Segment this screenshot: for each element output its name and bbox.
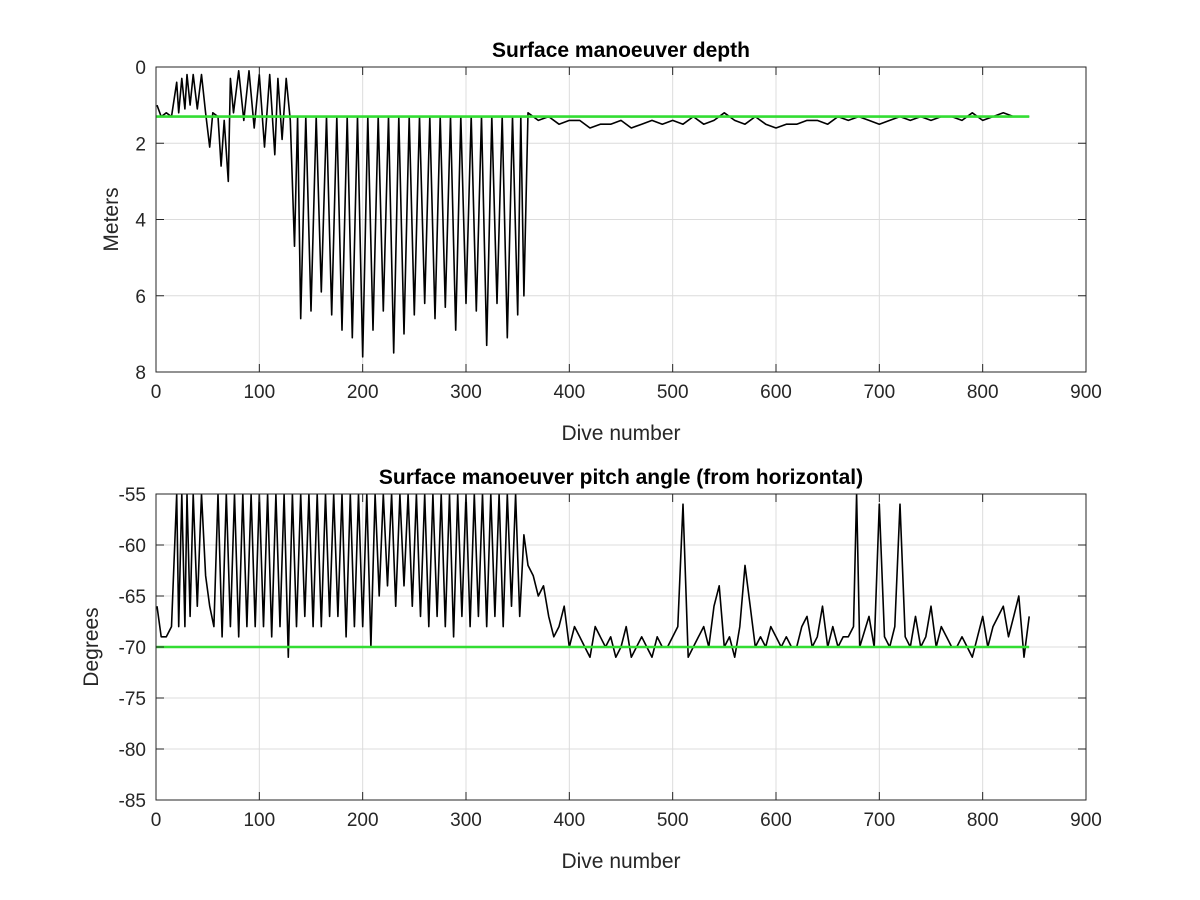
y-tick-label: 0 <box>135 58 146 79</box>
x-tick-label: 900 <box>1070 382 1102 403</box>
chart-1: 0 100 200 300 400 500 600 700 800 900 0 2 4 6 8 Surface… <box>100 39 1102 445</box>
x-tick-label: 0 <box>151 810 162 831</box>
x-tick-label: 800 <box>967 382 999 403</box>
chart-title: Surface manoeuver depth <box>492 39 750 62</box>
x-tick-label: 500 <box>657 382 689 403</box>
x-tick-label: 400 <box>553 382 585 403</box>
y-tick-label: -80 <box>119 740 146 761</box>
y-tick-label: -85 <box>119 791 146 812</box>
x-tick-label: 800 <box>967 810 999 831</box>
x-tick-label: 0 <box>151 382 162 403</box>
x-tick-label: 400 <box>553 810 585 831</box>
x-tick-label: 200 <box>347 810 379 831</box>
x-tick-label: 300 <box>450 382 482 403</box>
y-tick-label: 8 <box>135 363 146 384</box>
y-tick-label: -75 <box>119 689 146 710</box>
x-tick-label: 300 <box>450 810 482 831</box>
y-tick-label: -65 <box>119 587 146 608</box>
y-tick-label: 2 <box>135 134 146 155</box>
x-axis-label: Dive number <box>561 422 680 445</box>
x-tick-label: 600 <box>760 382 792 403</box>
chart-2: 0 100 200 300 400 500 600 700 800 900 -55 -60 -65 -70… <box>80 466 1102 873</box>
x-tick-label: 700 <box>863 810 895 831</box>
y-tick-label: 4 <box>135 211 146 232</box>
x-tick-label: 500 <box>657 810 689 831</box>
y-tick-label: -60 <box>119 536 146 557</box>
chart-title: Surface manoeuver pitch angle (from hori… <box>379 466 863 489</box>
y-tick-label: -70 <box>119 638 146 659</box>
x-axis-label: Dive number <box>561 850 680 873</box>
data-series-line <box>156 494 1030 659</box>
y-tick-label: 6 <box>135 287 146 308</box>
x-tick-label: 200 <box>347 382 379 403</box>
x-tick-label: 100 <box>243 810 275 831</box>
y-tick-label: -55 <box>119 485 146 506</box>
x-tick-label: 100 <box>243 382 275 403</box>
y-axis-label: Degrees <box>80 607 103 686</box>
y-axis-label: Meters <box>100 187 123 251</box>
x-tick-label: 700 <box>863 382 895 403</box>
x-tick-label: 600 <box>760 810 792 831</box>
x-tick-label: 900 <box>1070 810 1102 831</box>
